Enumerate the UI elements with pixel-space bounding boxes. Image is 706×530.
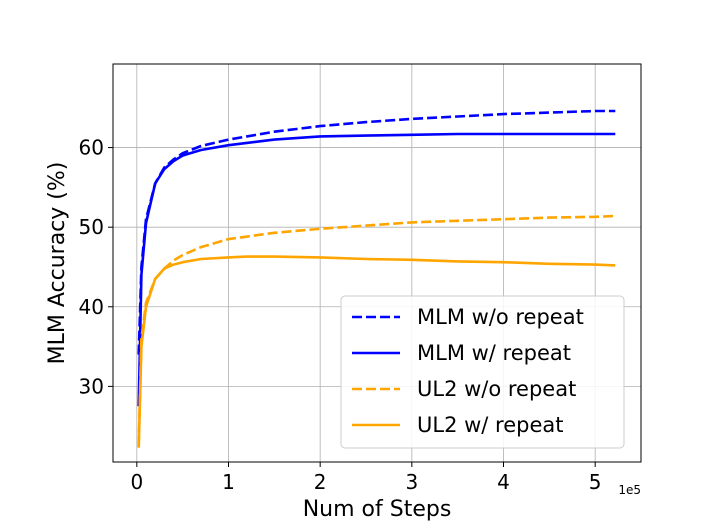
series-line-1 <box>137 109 616 355</box>
y-tick-label: 30 <box>79 374 104 398</box>
x-tick-label: 5 <box>589 470 602 494</box>
x-tick-label: 4 <box>497 470 510 494</box>
legend-box <box>340 295 625 449</box>
x-axis-label: Num of Steps <box>303 497 452 522</box>
x-tick-label: 0 <box>130 470 143 494</box>
x-tick-label: 1 <box>222 470 235 494</box>
x-tick-label: 2 <box>314 470 327 494</box>
y-axis-ticks: 30 40 50 60 <box>79 136 113 398</box>
series-lines <box>137 109 616 448</box>
y-tick-label: 40 <box>79 295 104 319</box>
x-axis-offset-label: 1e5 <box>618 483 641 497</box>
x-axis-ticks: 0 1 2 3 4 5 <box>130 462 602 494</box>
legend: MLM w/o repeat MLM w/ repeat UL2 w/o repea… <box>340 295 625 449</box>
y-axis-label: MLM Accuracy (%) <box>45 162 70 365</box>
legend-label-4: UL2 w/ repeat <box>417 413 563 437</box>
plot-frame <box>112 63 642 463</box>
y-tick-label: 60 <box>79 136 104 160</box>
legend-label-1: MLM w/o repeat <box>417 305 584 329</box>
series-line-3 <box>137 214 616 447</box>
y-tick-label: 50 <box>79 215 104 239</box>
series-line-4 <box>137 255 616 448</box>
series-line-2 <box>137 132 616 407</box>
legend-label-2: MLM w/ repeat <box>417 341 571 365</box>
legend-label-3: UL2 w/o repeat <box>417 377 576 401</box>
x-tick-label: 3 <box>405 470 418 494</box>
